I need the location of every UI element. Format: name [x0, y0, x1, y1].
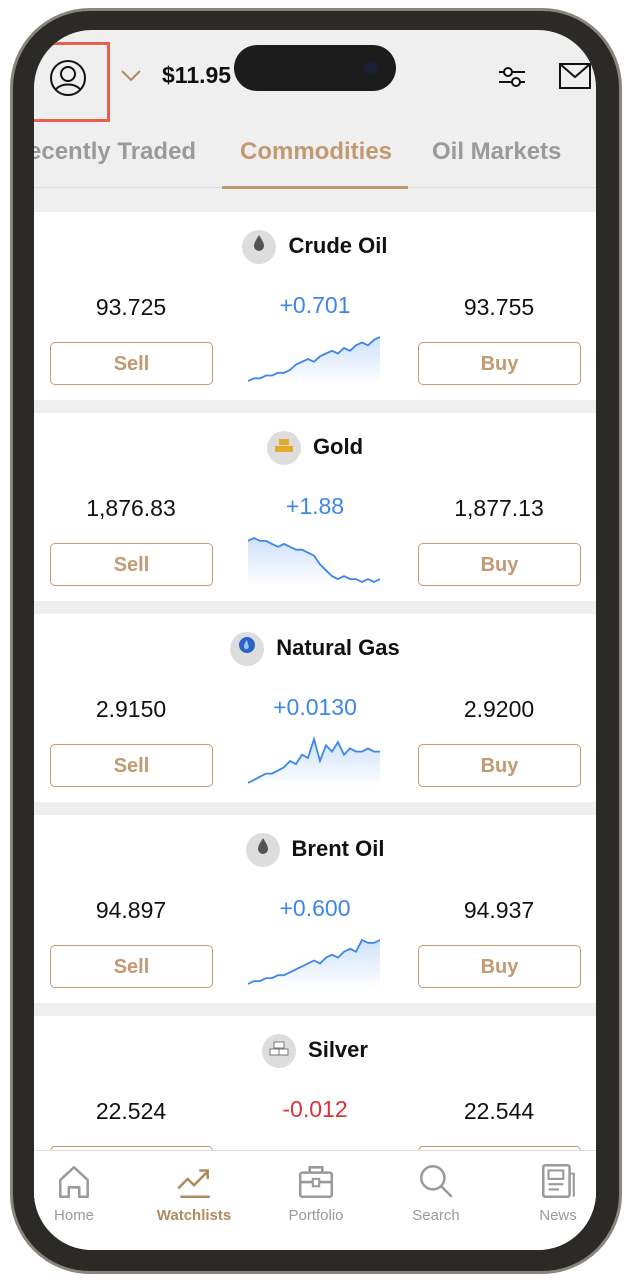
price-change: +0.701 — [279, 292, 351, 318]
account-balance[interactable]: $11.95 — [162, 62, 232, 88]
sparkline-chart — [248, 336, 380, 385]
commodity-title: Silver — [34, 1034, 596, 1068]
commodity-name: Natural Gas — [276, 634, 400, 660]
commodity-name: Crude Oil — [288, 232, 388, 258]
sell-price: 22.524 — [95, 1098, 167, 1124]
buy-button[interactable]: Buy — [418, 945, 581, 988]
sparkline-chart — [248, 938, 380, 988]
tab-commodities[interactable]: Commodities — [240, 138, 393, 165]
nav-label: Watchlists — [156, 1207, 232, 1224]
buy-price: 22.544 — [463, 1098, 535, 1124]
commodity-card-brent-oil[interactable]: Brent Oil 94.897 +0.600 94.937 Sell Buy — [34, 815, 596, 1003]
commodity-card-crude-oil[interactable]: Crude Oil 93.725 +0.701 93.755 Sell Buy — [34, 212, 596, 400]
commodity-name: Silver — [308, 1036, 368, 1062]
sell-price: 93.725 — [95, 294, 167, 320]
commodity-title: Crude Oil — [34, 230, 596, 264]
bottom-nav: Home Watchlists Portfolio Search News — [34, 1150, 596, 1250]
tab-oil-markets[interactable]: Oil Markets — [432, 138, 562, 165]
buy-button[interactable]: Buy — [418, 342, 581, 385]
sparkline-line — [248, 735, 380, 784]
nav-search[interactable]: Search — [386, 1161, 486, 1224]
commodity-name: Brent Oil — [291, 835, 385, 861]
nav-label: Portfolio — [288, 1207, 344, 1224]
sell-button[interactable]: Sell — [50, 342, 213, 385]
sparkline-line — [248, 537, 380, 583]
sparkline-area — [248, 538, 380, 586]
buy-price: 2.9200 — [463, 696, 535, 722]
sparkline-chart — [248, 735, 380, 787]
buy-button[interactable]: Buy — [418, 543, 581, 586]
sell-button[interactable]: Sell — [50, 945, 213, 988]
newspaper-icon — [542, 1163, 575, 1199]
nav-label: News — [539, 1207, 577, 1224]
buy-price: 1,877.13 — [454, 495, 544, 521]
mail-icon[interactable] — [558, 62, 592, 90]
sell-price: 2.9150 — [95, 696, 167, 722]
price-change: +0.600 — [279, 895, 351, 921]
nav-label: Home — [53, 1207, 94, 1224]
app-screen: $11.95 ecently Traded Commodities Oil Ma… — [34, 30, 596, 1250]
oil-drop-icon — [245, 833, 280, 867]
commodity-name: Gold — [312, 433, 364, 459]
sell-price: 1,876.83 — [86, 495, 176, 521]
sparkline-line — [248, 938, 380, 985]
oil-drop-icon — [242, 230, 277, 264]
commodity-card-gold[interactable]: Gold 1,876.83 +1.88 1,877.13 Sell Buy — [34, 413, 596, 601]
home-icon — [59, 1166, 89, 1199]
price-change: +1.88 — [285, 493, 345, 519]
search-icon — [420, 1165, 453, 1198]
nav-watchlists[interactable]: Watchlists — [144, 1161, 244, 1224]
buy-price: 94.937 — [463, 897, 535, 923]
buy-price: 93.755 — [463, 294, 535, 320]
silver-bars-icon — [262, 1034, 297, 1068]
nav-home[interactable]: Home — [34, 1161, 124, 1224]
price-change: -0.012 — [282, 1096, 348, 1122]
commodity-title: Natural Gas — [34, 632, 596, 666]
commodity-card-natural-gas[interactable]: Natural Gas 2.9150 +0.0130 2.9200 Sell B… — [34, 614, 596, 802]
sell-button[interactable]: Sell — [50, 744, 213, 787]
briefcase-icon — [298, 1166, 334, 1199]
price-change: +0.0130 — [273, 694, 357, 720]
buy-button[interactable]: Buy — [418, 744, 581, 787]
highlight-box — [34, 42, 110, 122]
nav-label: Search — [412, 1207, 460, 1224]
nav-portfolio[interactable]: Portfolio — [266, 1161, 366, 1224]
active-tab-indicator — [222, 186, 408, 189]
camera — [364, 61, 378, 75]
gas-flame-icon — [230, 632, 265, 666]
sell-button[interactable]: Sell — [50, 543, 213, 586]
tab-bar: ecently Traded Commodities Oil Markets — [34, 130, 596, 189]
gold-bars-icon — [266, 431, 301, 465]
trend-up-icon — [177, 1169, 210, 1199]
sparkline-chart — [248, 537, 380, 586]
header: $11.95 — [34, 30, 596, 140]
nav-news[interactable]: News — [508, 1161, 596, 1224]
chevron-down-icon[interactable] — [120, 66, 142, 89]
filter-icon[interactable] — [497, 64, 527, 90]
sparkline-area — [248, 739, 380, 787]
commodity-title: Brent Oil — [34, 833, 596, 867]
sparkline-line — [248, 336, 380, 382]
tab-recently-traded[interactable]: ecently Traded — [34, 138, 197, 165]
commodity-title: Gold — [34, 431, 596, 465]
sell-price: 94.897 — [95, 897, 167, 923]
sparkline-area — [248, 940, 380, 988]
dynamic-island — [234, 45, 396, 91]
profile-icon[interactable] — [48, 58, 88, 98]
